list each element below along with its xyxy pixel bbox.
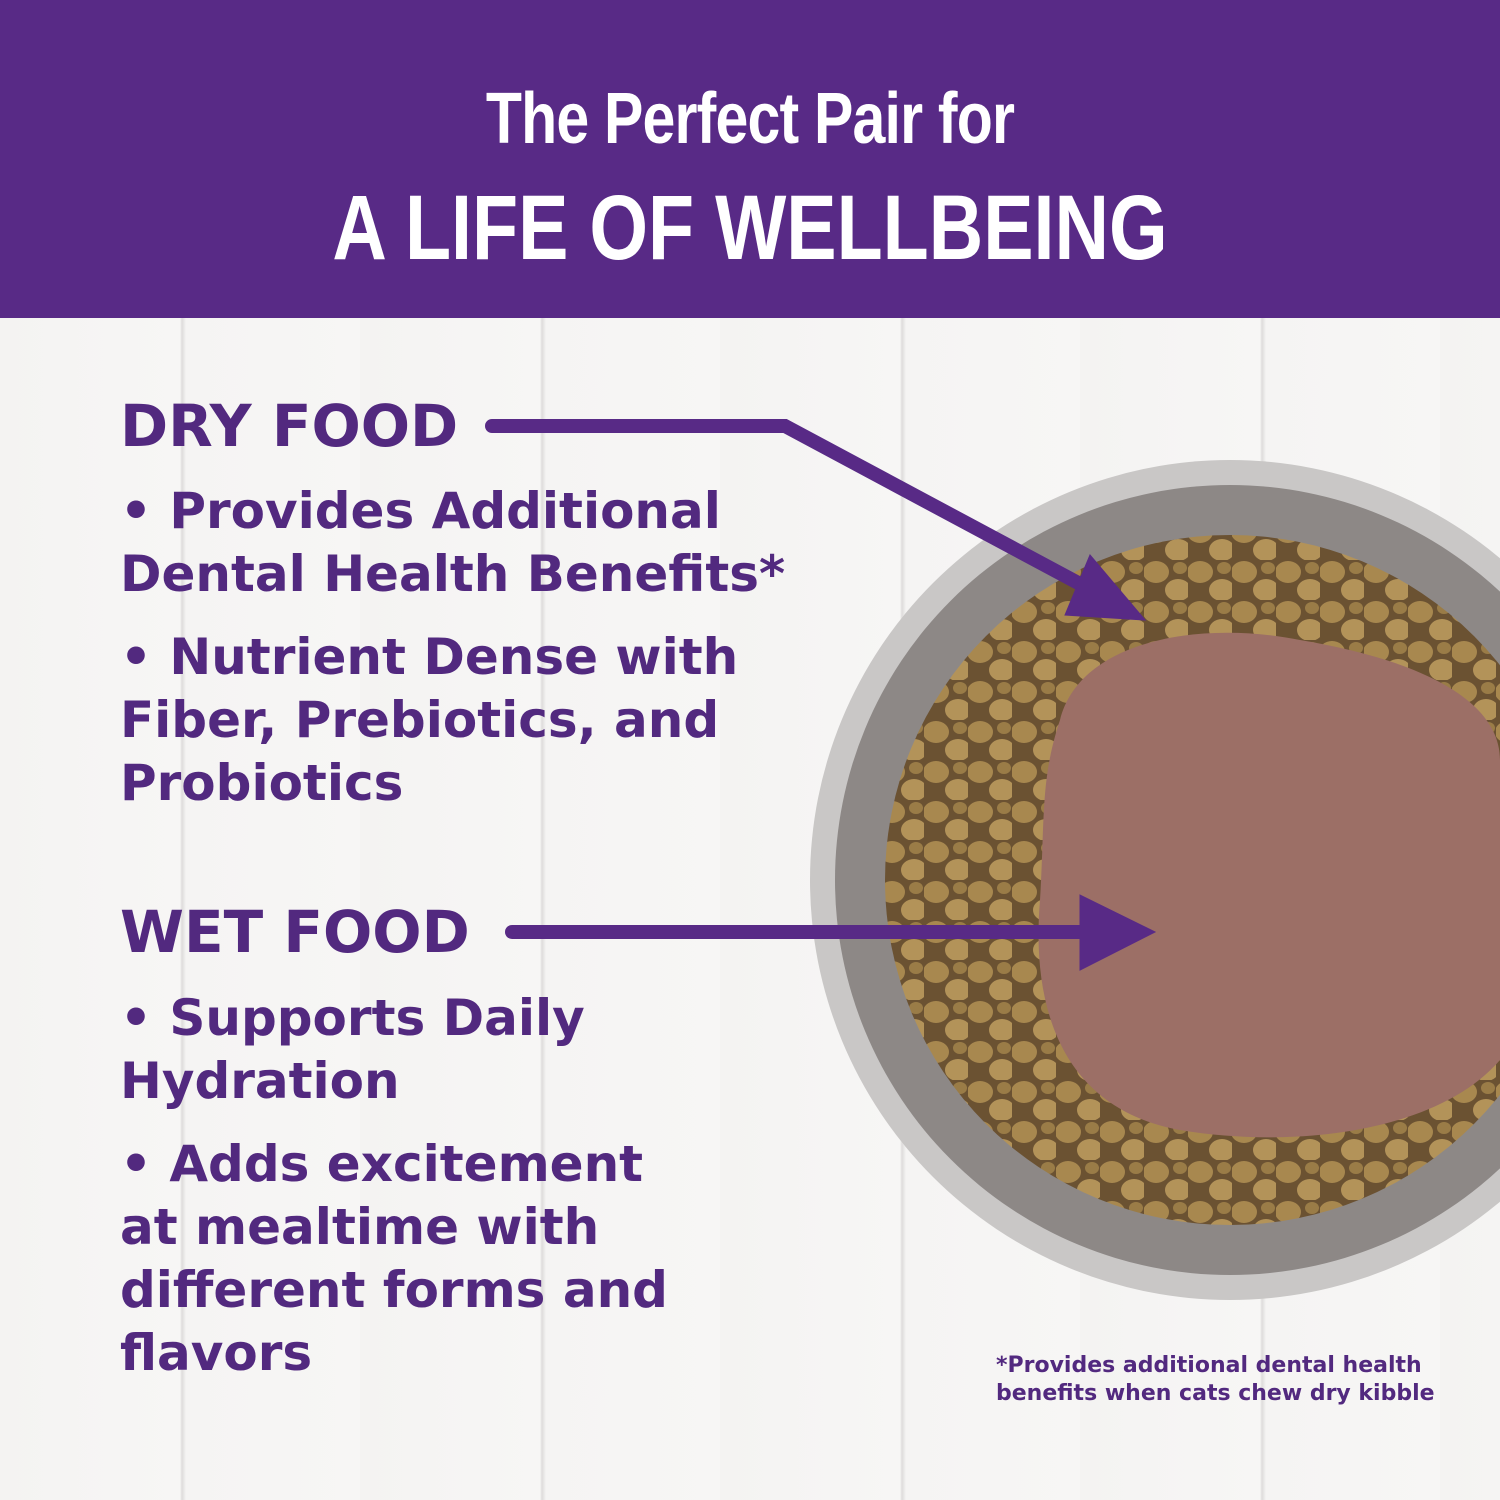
wet-arrow-head [1079,894,1157,971]
headline-line2: A LIFE OF WELLBEING [332,177,1168,279]
wet-food-bullet: • Adds excitement at mealtime with diffe… [120,1135,668,1382]
wet-food-title: WET FOOD [120,898,470,966]
footnote: *Provides additional dental health benef… [996,1352,1435,1408]
dry-food-bullet: • Provides Additional Dental Health Bene… [120,482,786,603]
footnote-line2: benefits when cats chew dry kibble [996,1381,1435,1406]
wet-food-bullet: • Supports Daily Hydration [120,989,585,1110]
dry-food-bullet: • Nutrient Dense with Fiber, Prebiotics,… [120,628,739,812]
header-banner: The Perfect Pair for A LIFE OF WELLBEING [0,0,1500,318]
arrows [485,419,1157,971]
headline-line1: The Perfect Pair for [485,79,1015,159]
dry-arrow-head [1064,554,1147,621]
footnote-line1: *Provides additional dental health [996,1353,1422,1378]
wet-food [1038,632,1500,1138]
dry-food-title: DRY FOOD [120,392,459,460]
dry-food-arrow [485,419,1117,607]
